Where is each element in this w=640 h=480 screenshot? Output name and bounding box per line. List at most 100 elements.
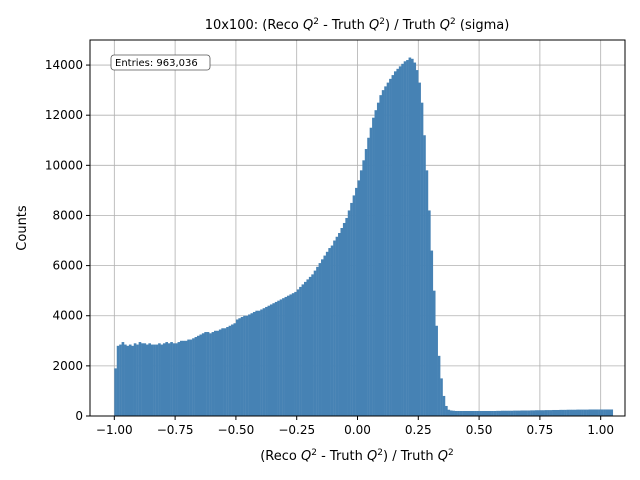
histogram-bar xyxy=(145,344,149,416)
histogram-bar xyxy=(228,325,232,416)
entries-text: Entries: 963,036 xyxy=(115,58,198,69)
xlabel-part-8: 2 xyxy=(448,448,454,458)
histogram-bar xyxy=(500,410,504,416)
histogram-bar xyxy=(192,338,195,416)
histogram-bar xyxy=(345,217,348,416)
histogram-bar xyxy=(325,251,329,416)
histogram-bar xyxy=(238,318,241,416)
histogram-bar xyxy=(269,304,273,416)
y-tick-label-1: 2000 xyxy=(52,359,83,373)
histogram-bar xyxy=(223,328,227,416)
histogram-bar xyxy=(294,291,297,416)
entries-annotation: Entries: 963,036 xyxy=(110,54,211,71)
histogram-bar xyxy=(197,335,200,416)
histogram-bar xyxy=(158,343,161,416)
histogram-bar xyxy=(469,410,472,416)
histogram-bar xyxy=(364,149,368,417)
histogram-bar xyxy=(235,319,239,416)
histogram-bar xyxy=(483,410,487,416)
histogram-bar xyxy=(466,410,470,416)
histogram-bar xyxy=(209,333,212,416)
x-tick-label-0: −1.00 xyxy=(96,423,133,437)
histogram-bar xyxy=(571,409,575,416)
histogram-bar xyxy=(464,410,468,416)
title-part-7: Q xyxy=(440,18,450,33)
histogram-bar xyxy=(486,410,490,416)
histogram-bar xyxy=(296,289,300,416)
histogram-bar xyxy=(330,245,334,416)
histogram-bar xyxy=(430,250,434,416)
histogram-bar xyxy=(282,298,285,416)
histogram-bar xyxy=(544,410,548,416)
histogram-bar xyxy=(231,324,234,416)
y-tick-label-0: 0 xyxy=(75,409,83,423)
histogram-bar xyxy=(376,102,380,417)
histogram-bar xyxy=(496,410,499,416)
histogram-bar xyxy=(138,342,142,416)
histogram-bar xyxy=(306,279,310,416)
histogram-bar xyxy=(240,316,244,416)
histogram-bar xyxy=(578,409,582,416)
histogram-bar xyxy=(549,410,553,416)
y-tick-label-3: 6000 xyxy=(52,259,83,273)
histogram-bar xyxy=(177,342,181,416)
histogram-bar xyxy=(291,293,295,416)
histogram-bar xyxy=(459,410,463,416)
histogram-bar xyxy=(374,110,378,416)
histogram-bar xyxy=(136,344,139,416)
title-part-8: 2 xyxy=(450,17,456,27)
histogram-bar xyxy=(175,343,178,416)
histogram-bar xyxy=(420,102,424,417)
histogram-bar xyxy=(479,410,482,416)
x-tick-label-6: 0.50 xyxy=(466,423,493,437)
histogram-bar xyxy=(588,409,592,416)
histogram-bar xyxy=(121,342,125,416)
histogram-bar xyxy=(262,308,266,416)
histogram-bar xyxy=(206,332,210,416)
histogram-bar xyxy=(362,160,365,416)
histogram-bar xyxy=(488,410,492,416)
histogram-bar xyxy=(428,210,431,416)
y-tick-label-2: 4000 xyxy=(52,309,83,323)
histogram-bar xyxy=(250,313,254,416)
histogram-bar xyxy=(452,410,455,416)
histogram-bar xyxy=(590,409,594,416)
histogram-bars xyxy=(114,57,614,417)
histogram-bar xyxy=(403,61,407,416)
histogram-bar xyxy=(352,195,356,416)
histogram-bar xyxy=(406,60,409,416)
title-part-5: 2 xyxy=(379,17,385,27)
histogram-bar xyxy=(189,339,193,416)
histogram-bar xyxy=(155,344,159,416)
histogram-bar xyxy=(165,342,169,416)
histogram-bar xyxy=(126,345,130,416)
x-axis-label: (Reco Q2 - Truth Q2) / Truth Q2 xyxy=(260,448,454,464)
histogram-bar xyxy=(194,337,198,416)
y-tick-label-4: 8000 xyxy=(52,208,83,222)
y-axis-label: Counts xyxy=(15,205,30,251)
histogram-bar xyxy=(338,233,341,416)
histogram-bar xyxy=(367,137,370,416)
histogram-bar xyxy=(369,127,373,416)
histogram-bar xyxy=(308,276,312,416)
histogram-bar xyxy=(187,339,190,416)
histogram-bar xyxy=(447,409,451,416)
x-tick-label-5: 0.25 xyxy=(405,423,432,437)
histogram-bar xyxy=(150,344,154,416)
histogram-bar xyxy=(462,410,465,416)
histogram-bar xyxy=(350,202,353,416)
histogram-bar xyxy=(141,343,144,416)
y-tick-label-5: 10000 xyxy=(45,158,83,172)
histogram-bar xyxy=(274,301,278,416)
histogram-bar xyxy=(471,410,475,416)
histogram-bar xyxy=(116,345,120,416)
xlabel-part-1: Q xyxy=(301,449,311,464)
histogram-bar xyxy=(415,70,419,416)
histogram-bar xyxy=(265,306,268,416)
histogram-bar xyxy=(379,95,383,416)
histogram-bar xyxy=(593,409,597,416)
histogram-bar xyxy=(255,310,258,416)
histogram-bar xyxy=(503,410,507,416)
histogram-bar xyxy=(508,410,511,416)
histogram-bar xyxy=(328,248,331,416)
